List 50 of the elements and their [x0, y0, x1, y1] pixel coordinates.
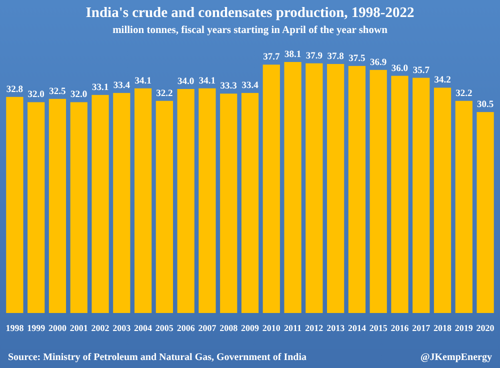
data-label: 35.7 — [412, 66, 430, 76]
chart-title: India's crude and condensates production, 1998-2022 — [86, 5, 414, 21]
x-tick-label: 2011 — [284, 323, 302, 333]
x-tick-label: 2006 — [176, 323, 196, 333]
data-label: 32.2 — [156, 88, 173, 99]
x-tick-label: 2018 — [434, 323, 452, 333]
x-tick-label: 2007 — [198, 323, 217, 333]
data-label: 34.2 — [434, 76, 452, 86]
data-label: 33.4 — [242, 80, 259, 91]
source-note: Source: Ministry of Petroleum and Natural Gas, Government of India — [8, 352, 307, 363]
data-label: 34.1 — [134, 76, 152, 86]
x-tick-label: 2020 — [476, 323, 495, 333]
x-tick-label: 2014 — [348, 323, 366, 333]
chart-subtitle: million tonnes, fiscal years starting in April of the year shown — [112, 25, 388, 36]
data-label: 32.0 — [70, 90, 88, 100]
data-label: 32.0 — [28, 90, 45, 100]
data-label: 34.0 — [178, 77, 194, 88]
x-tick-label: 2001 — [70, 323, 88, 333]
x-tick-label: 2017 — [412, 323, 431, 333]
data-label: 37.8 — [327, 52, 344, 62]
data-label: 33.3 — [220, 82, 238, 92]
x-tick-label: 2009 — [241, 323, 260, 333]
x-tick-label: 2008 — [220, 323, 238, 333]
data-label: 37.9 — [306, 51, 323, 62]
x-tick-label: 2019 — [454, 323, 474, 333]
x-tick-label: 2015 — [369, 323, 388, 333]
x-tick-label: 2013 — [326, 323, 346, 333]
data-label: 33.1 — [92, 82, 109, 93]
x-tick-label: 2004 — [134, 323, 153, 333]
x-tick-label: 2012 — [305, 323, 324, 333]
x-tick-label: 2000 — [48, 323, 67, 333]
x-tick-label: 2005 — [155, 323, 174, 333]
x-tick-label: 2003 — [112, 323, 132, 333]
x-tick-label: 2016 — [390, 323, 410, 333]
text: @JKempEnergy — [420, 352, 492, 363]
x-tick-label: 1998 — [6, 323, 24, 333]
x-tick-label: 2002 — [91, 323, 110, 333]
data-label: 37.5 — [348, 54, 366, 64]
data-label: 37.7 — [263, 52, 280, 63]
data-label: 32.2 — [456, 88, 472, 99]
x-tick-label: 2010 — [262, 323, 281, 333]
data-label: 33.4 — [113, 80, 130, 91]
data-label: 32.8 — [6, 84, 24, 95]
data-label: 34.1 — [198, 76, 216, 86]
data-label: 36.0 — [391, 64, 408, 74]
x-tick-label: 1999 — [27, 323, 46, 333]
data-label: 38.1 — [284, 50, 302, 60]
data-label: 32.5 — [49, 86, 66, 97]
data-label: 36.9 — [370, 58, 387, 68]
data-label: 30.5 — [476, 100, 494, 110]
